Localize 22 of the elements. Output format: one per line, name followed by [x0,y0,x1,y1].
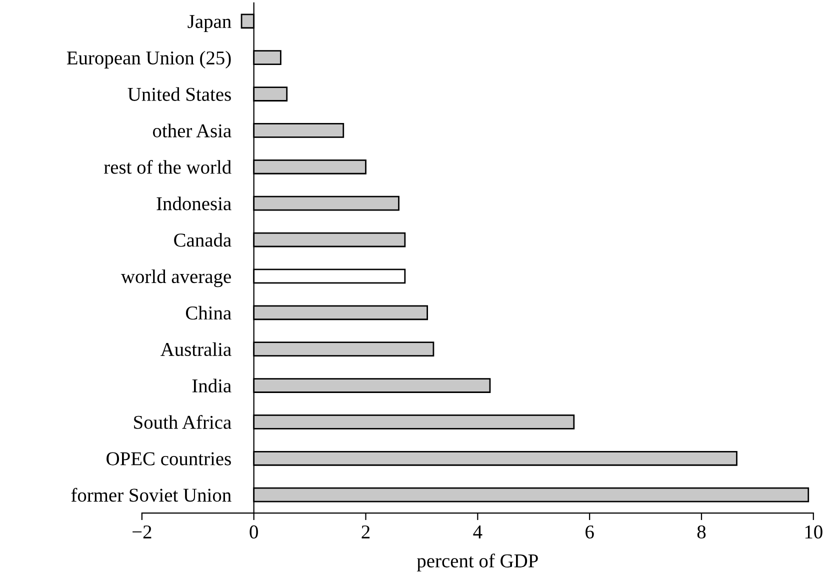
y-tick-label: Australia [160,342,232,356]
y-tick-label: United States [128,87,231,101]
x-tick-label: −2 [132,525,152,538]
y-tick-label: OPEC countries [106,452,231,466]
y-tick-label: Indonesia [156,196,232,210]
y-tick-label: rest of the world [104,160,232,174]
y-tick-label: other Asia [152,124,232,138]
x-tick-label: 8 [697,525,706,539]
y-tick-label: former Soviet Union [71,488,232,502]
y-tick-label: Canada [174,233,232,247]
y-tick-label: India [192,378,232,392]
y-tick-label: Japan [188,15,232,32]
x-tick-label: 4 [473,526,482,538]
y-tick-label: China [186,306,232,320]
y-tick-label: European Union (25) [66,50,231,68]
x-tick-label: 10 [805,525,822,539]
x-tick-label: 2 [362,525,370,538]
y-tick-label: South Africa [134,415,232,429]
x-tick-label: 6 [586,525,594,539]
x-tick-label: 0 [250,525,258,539]
x-axis-title: percent of GDP [416,554,538,572]
y-tick-label: world average [120,269,231,288]
